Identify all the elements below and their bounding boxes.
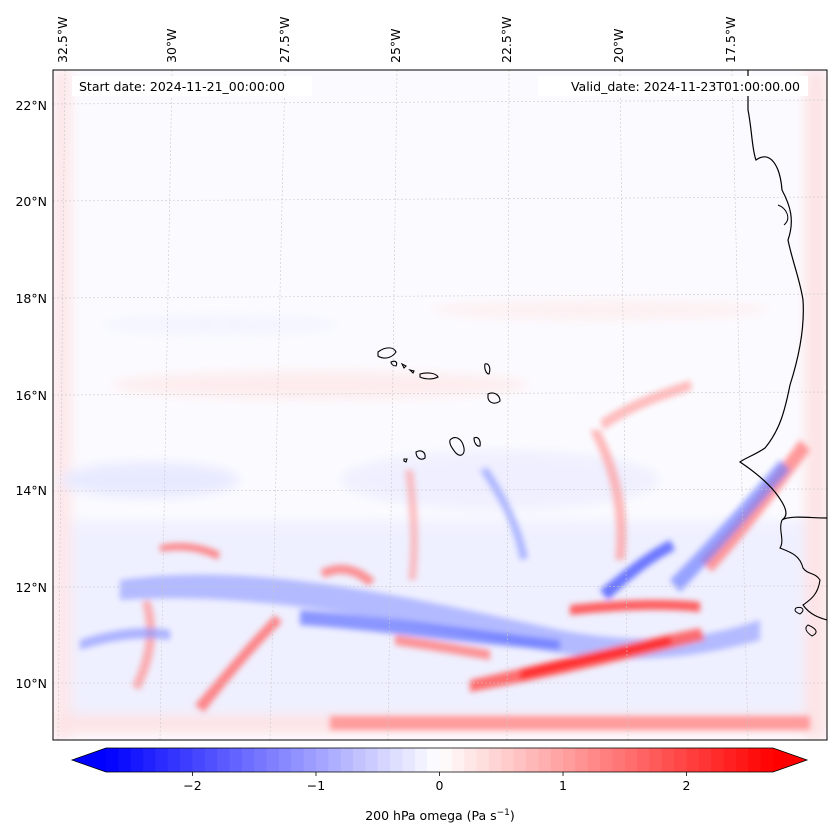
colorbar-cell bbox=[167, 748, 181, 772]
coastline-africa bbox=[738, 70, 827, 521]
colorbar-cell bbox=[525, 748, 539, 772]
colorbar-cell bbox=[241, 748, 255, 772]
lat-label: 14°N bbox=[15, 483, 47, 498]
longitude-labels: 32.5°W 30°W 27.5°W 25°W 22.5°W 20°W 17.5… bbox=[55, 17, 738, 63]
colorbar-tick-label: 1 bbox=[559, 778, 567, 793]
colorbar-cell bbox=[118, 748, 132, 772]
colorbar-cell bbox=[266, 748, 280, 772]
lat-label: 18°N bbox=[15, 291, 47, 306]
colorbar-cell bbox=[538, 748, 552, 772]
colorbar-cell bbox=[143, 748, 157, 772]
colorbar-cell bbox=[464, 748, 478, 772]
colorbar-cell bbox=[513, 748, 527, 772]
colorbar-cell bbox=[698, 748, 712, 772]
colorbar-cell bbox=[575, 748, 589, 772]
lon-label: 30°W bbox=[164, 28, 179, 63]
colorbar-tick-label: 0 bbox=[436, 778, 444, 793]
colorbar-cell bbox=[328, 748, 342, 772]
colorbar-cell bbox=[637, 748, 651, 772]
colorbar-cell bbox=[550, 748, 564, 772]
colorbar-cell bbox=[414, 748, 428, 772]
colorbar-tick-label: −1 bbox=[307, 778, 325, 793]
colorbar-cell bbox=[180, 748, 194, 772]
colorbar-cell bbox=[192, 748, 206, 772]
colorbar-cell bbox=[315, 748, 329, 772]
colorbar-cell bbox=[587, 748, 601, 772]
colorbar-cell bbox=[563, 748, 576, 772]
colorbar-cell bbox=[439, 748, 453, 772]
latitude-labels: 22°N 20°N 18°N 16°N 14°N 12°N 10°N bbox=[15, 98, 47, 691]
colorbar-cell bbox=[661, 748, 675, 772]
colorbar-extend-max bbox=[773, 748, 807, 772]
colorbar-extend-min bbox=[72, 748, 106, 772]
colorbar: −2 −1 0 1 2 200 hPa omega (Pa s−1) bbox=[70, 747, 809, 823]
lat-label: 10°N bbox=[15, 676, 47, 691]
colorbar-cell bbox=[760, 748, 774, 772]
lat-label: 16°N bbox=[15, 388, 47, 403]
colorbar-cell bbox=[204, 748, 218, 772]
lon-label: 32.5°W bbox=[55, 17, 70, 63]
lat-label: 12°N bbox=[15, 580, 47, 595]
lon-label: 20°W bbox=[611, 28, 626, 63]
colorbar-cells bbox=[106, 748, 774, 772]
colorbar-cell bbox=[377, 748, 391, 772]
colorbar-cell bbox=[624, 748, 638, 772]
colorbar-outline bbox=[70, 747, 809, 773]
colorbar-cell bbox=[686, 748, 700, 772]
map-border bbox=[52, 69, 828, 741]
colorbar-cell bbox=[501, 748, 515, 772]
colorbar-cell bbox=[711, 748, 725, 772]
colorbar-cell bbox=[674, 748, 688, 772]
colorbar-cell bbox=[488, 748, 502, 772]
lon-label: 27.5°W bbox=[277, 17, 292, 63]
map-panel: Start date: 2024-11-21_00:00:00 Valid_da… bbox=[52, 69, 828, 741]
valid-date-label: Valid_date: 2024-11-23T01:00:00.00 bbox=[571, 79, 800, 94]
colorbar-cell bbox=[155, 748, 169, 772]
colorbar-cell bbox=[451, 748, 465, 772]
lon-label: 25°W bbox=[388, 28, 403, 63]
lon-label: 22.5°W bbox=[499, 17, 514, 63]
colorbar-cell bbox=[217, 748, 231, 772]
lat-label: 20°N bbox=[15, 194, 47, 209]
colorbar-cell bbox=[600, 748, 614, 772]
colorbar-cell bbox=[476, 748, 490, 772]
colorbar-cell bbox=[723, 748, 737, 772]
colorbar-tick-label: 2 bbox=[683, 778, 691, 793]
colorbar-cell bbox=[748, 748, 762, 772]
colorbar-cell bbox=[106, 748, 119, 772]
colorbar-cell bbox=[353, 748, 366, 772]
colorbar-cell bbox=[229, 748, 243, 772]
lon-label: 17.5°W bbox=[723, 17, 738, 63]
colorbar-tick-label: −2 bbox=[183, 778, 201, 793]
start-date-box bbox=[72, 76, 312, 96]
colorbar-cell bbox=[278, 748, 292, 772]
colorbar-cell bbox=[130, 748, 144, 772]
colorbar-cell bbox=[340, 748, 354, 772]
colorbar-cell bbox=[427, 748, 441, 772]
colorbar-cell bbox=[612, 748, 626, 772]
colorbar-cell bbox=[291, 748, 305, 772]
colorbar-cell bbox=[735, 748, 749, 772]
cape-verde-islands bbox=[377, 347, 501, 463]
start-date-label: Start date: 2024-11-21_00:00:00 bbox=[79, 79, 285, 94]
colorbar-cell bbox=[402, 748, 416, 772]
colorbar-cell bbox=[303, 748, 317, 772]
coastline-guinea bbox=[779, 519, 827, 621]
lat-label: 22°N bbox=[15, 98, 47, 113]
colorbar-cell bbox=[365, 748, 379, 772]
graticule bbox=[53, 70, 827, 740]
colorbar-cell bbox=[390, 748, 404, 772]
valid-date-box bbox=[538, 76, 808, 96]
colorbar-label: 200 hPa omega (Pa s−1) bbox=[365, 808, 515, 823]
colorbar-cell bbox=[254, 748, 268, 772]
omega-field bbox=[53, 70, 827, 740]
colorbar-cell bbox=[649, 748, 663, 772]
colorbar-ticks: −2 −1 0 1 2 bbox=[183, 772, 691, 793]
